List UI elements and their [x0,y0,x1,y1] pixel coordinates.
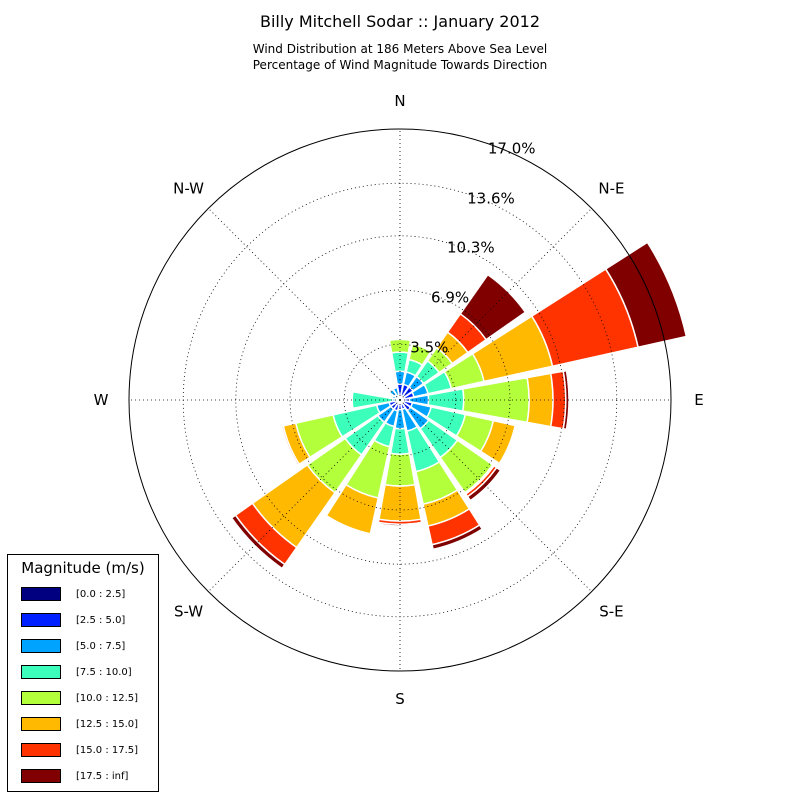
wedge-sector-9-bin-5 [325,483,380,535]
direction-label-n-w: N-W [173,180,204,198]
direction-label-w: W [94,391,109,409]
legend-label: [15.0 : 17.5] [76,745,139,756]
legend-label: [5.0 : 7.5] [76,641,126,652]
direction-label-s: S [395,690,405,708]
subtitle-line-1: Wind Distribution at 186 Meters Above Se… [252,42,548,56]
wedge-sector-11-bin-6 [280,424,301,467]
grid-spoke-7 [208,208,401,401]
legend-label: [10.0 : 12.5] [76,693,139,704]
subtitle-line-2: Percentage of Wind Magnitude Towards Dir… [252,58,548,72]
legend: Magnitude (m/s) [0.0 : 2.5] [2.5 : 5.0] [5… [7,554,159,792]
wedge-sector-10-bin-7 [230,514,286,570]
grid-circle-1 [289,289,511,511]
wedge-sector-8-bin-4 [384,452,416,487]
radial-tick-label-3: 13.6% [467,190,515,208]
chart-title: Billy Mitchell Sodar :: January 2012 [259,12,541,31]
grid-circle-4 [128,128,672,672]
legend-swatch [21,691,61,705]
legend-label: [0.0 : 2.5] [76,589,126,600]
direction-label-s-e: S-E [599,602,623,620]
direction-label-n-e: N-E [598,180,624,198]
wedge-sector-4-bin-7 [562,369,570,431]
direction-label-n: N [394,92,405,110]
legend-label: [12.5 : 15.0] [76,719,139,730]
direction-label-e: E [694,391,703,409]
legend-swatch [21,665,61,679]
chart-subtitle: Wind Distribution at 186 Meters Above Se… [0,41,800,73]
wedge-sector-8-bin-5 [378,483,422,522]
wedge-sector-3-bin-7 [604,241,688,349]
wedge-sector-5-bin-5 [479,419,517,465]
legend-label: [17.5 : inf] [76,771,129,782]
legend-swatch [21,717,61,731]
wedge-sector-1-bin-4 [408,343,432,367]
legend-swatch [21,639,61,653]
radial-tick-label-1: 6.9% [431,288,469,306]
legend-title: Magnitude (m/s) [21,559,145,577]
legend-swatch [21,769,61,783]
legend-swatch [21,587,61,601]
legend-label: [7.5 : 10.0] [76,667,132,678]
legend-swatch [21,743,61,757]
direction-label-s-w: S-W [174,602,203,620]
wedge-sector-12-bin-3 [351,390,394,410]
legend-label: [2.5 : 5.0] [76,615,126,626]
wedge-sector-0-bin-4 [388,338,412,354]
radial-tick-label-0: 3.5% [410,338,448,356]
grid-circle-0 [343,343,457,457]
wedge-sector-6-bin-7 [466,466,502,502]
radial-tick-label-2: 10.3% [447,238,495,256]
radial-tick-label-4: 17.0% [488,140,536,158]
legend-swatch [21,613,61,627]
wedge-sector-15-bin-2 [392,386,400,398]
wedge-sector-7-bin-7 [431,524,484,551]
wedge-sector-8-bin-7 [377,521,423,527]
